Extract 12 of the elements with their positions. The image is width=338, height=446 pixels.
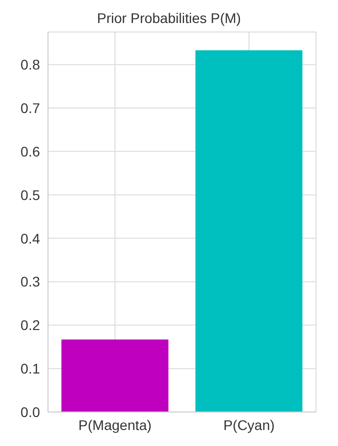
- y-tick-label: 0.7: [20, 100, 40, 116]
- x-tick-label: P(Magenta): [78, 416, 152, 433]
- y-tick-label: 0.3: [20, 274, 40, 290]
- x-tick-label: P(Cyan): [223, 416, 275, 433]
- y-tick-label: 0.1: [20, 360, 40, 377]
- y-tick-label: 0.0: [20, 404, 40, 420]
- y-tick-label: 0.5: [20, 186, 40, 203]
- y-tick-label: 0.6: [20, 143, 40, 160]
- chart-title: Prior Probabilities P(M): [96, 9, 242, 28]
- y-tick-label: 0.8: [20, 56, 40, 73]
- y-tick-label: 0.2: [20, 317, 40, 334]
- y-tick-label: 0.4: [20, 230, 40, 246]
